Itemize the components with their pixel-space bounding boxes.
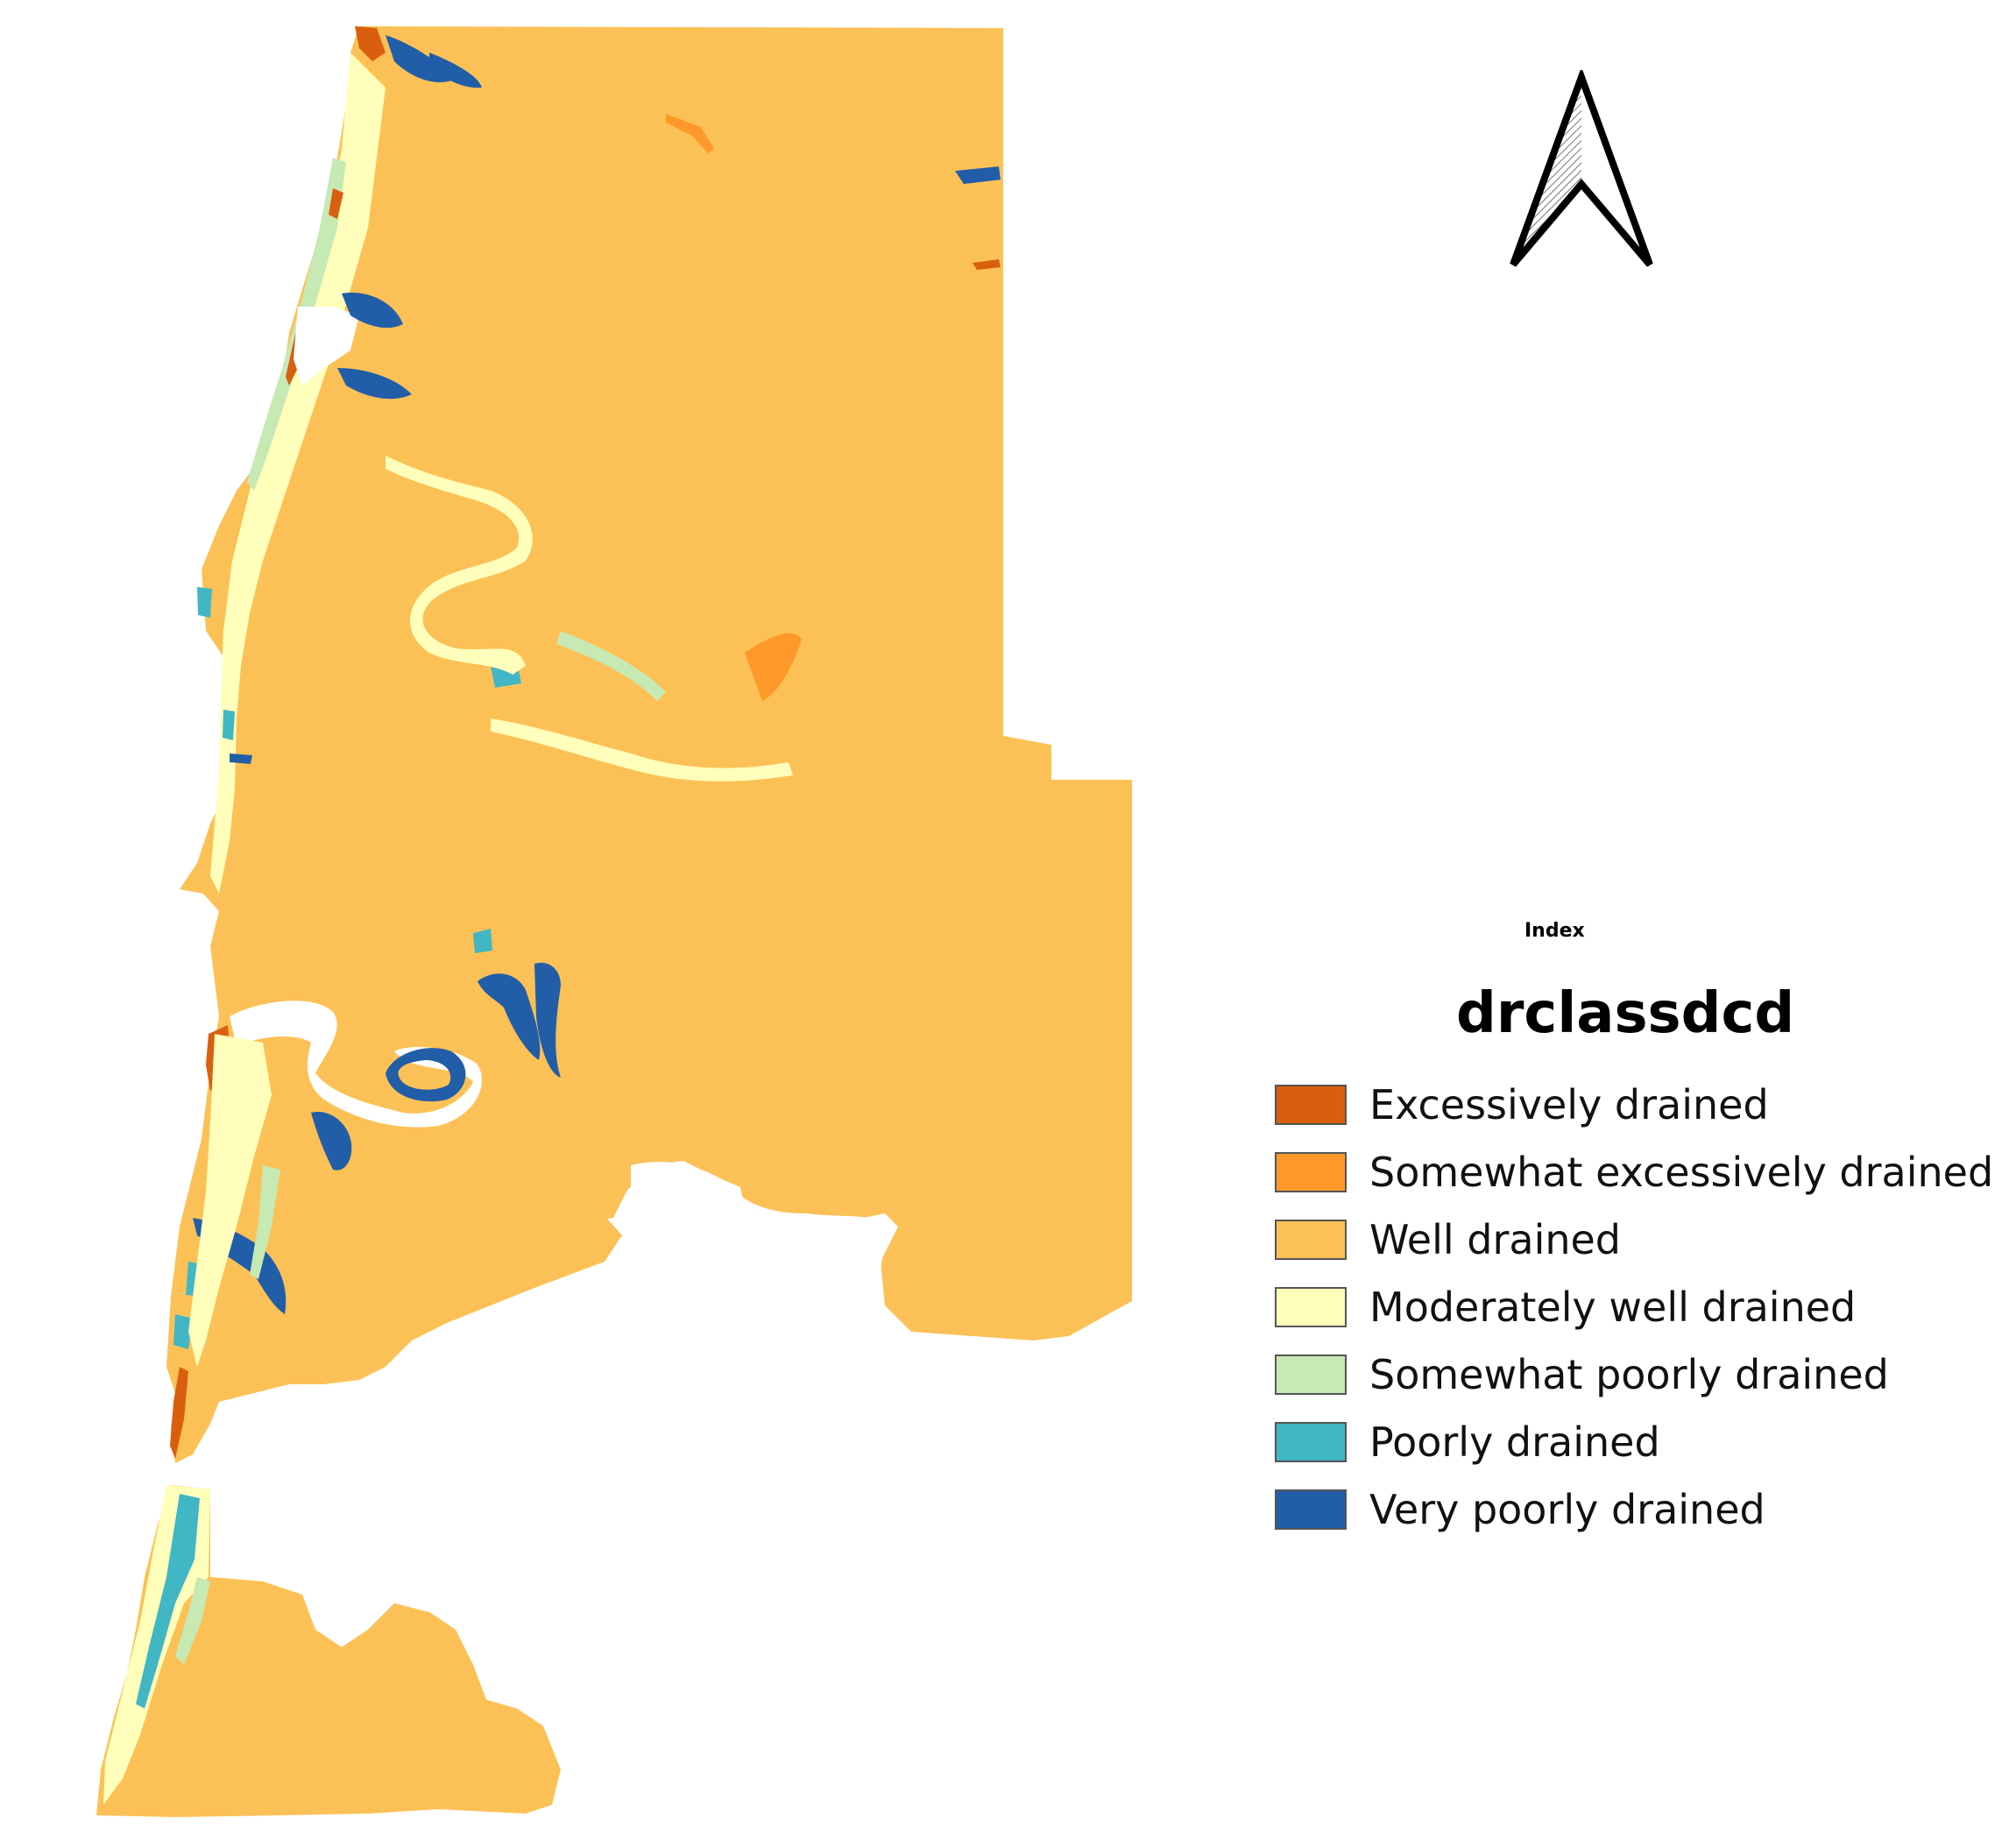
moderate-river-band <box>491 718 793 782</box>
legend-swatch <box>1275 1219 1347 1260</box>
legend-label: Poorly drained <box>1369 1418 1660 1466</box>
excessive-spot-east <box>973 259 1001 270</box>
legend-item: Very poorly drained <box>1275 1475 1993 1543</box>
legend-label: Well drained <box>1369 1215 1622 1263</box>
legend-index-label: Index <box>1524 920 1585 942</box>
poor-river-2 <box>473 929 492 953</box>
legend-item: Well drained <box>1275 1206 1993 1273</box>
legend-label: Very poorly drained <box>1369 1485 1765 1533</box>
very-poor-lower-channel <box>311 1112 352 1171</box>
legend-label: Excessively drained <box>1369 1080 1769 1128</box>
river-upper-white <box>294 307 359 385</box>
legend-label: Moderately well drained <box>1369 1283 1857 1331</box>
legend-label: Somewhat excessively drained <box>1369 1148 1994 1196</box>
very-poor-loop-ring <box>386 1048 466 1102</box>
legend-item: Somewhat excessively drained <box>1275 1138 1993 1206</box>
very-poor-upper-channel <box>477 973 541 1060</box>
southern-coast-poorly <box>136 1494 200 1708</box>
river-estuary-white <box>230 1001 482 1128</box>
southern-polygon <box>96 1485 561 1817</box>
very-poor-estuary-1 <box>342 293 403 329</box>
excessive-spot-coast-1 <box>329 188 343 219</box>
legend-swatch <box>1275 1084 1347 1125</box>
legend-swatch <box>1275 1489 1347 1530</box>
north-arrow-icon <box>1510 70 1653 267</box>
southern-coast-green <box>175 1577 210 1665</box>
legend-label: Somewhat poorly drained <box>1369 1350 1889 1398</box>
very-poor-coast-spot <box>230 753 252 764</box>
very-poor-channel-2 <box>534 962 561 1078</box>
poor-south-2 <box>173 1314 193 1349</box>
legend-swatch <box>1275 1421 1347 1462</box>
legend-swatch <box>1275 1286 1347 1327</box>
legend-swatch <box>1275 1354 1347 1395</box>
legend-item: Somewhat poorly drained <box>1275 1340 1993 1408</box>
legend-title: drclassdcd <box>1456 981 1795 1046</box>
moderate-coast-south <box>188 1034 272 1367</box>
south-bay-white <box>631 1162 894 1309</box>
legend-swatch <box>1275 1151 1347 1192</box>
legend-list: Excessively drained Somewhat excessively … <box>1275 1071 1993 1543</box>
moderate-meander-1 <box>386 456 533 675</box>
very-poor-east-1 <box>955 166 1001 184</box>
legend-item: Moderately well drained <box>1275 1273 1993 1340</box>
excessive-spot-north <box>355 26 386 61</box>
moderate-river-green <box>556 631 666 701</box>
county-polygon <box>166 26 1132 1463</box>
excessive-spot-south <box>170 1367 188 1459</box>
very-poor-estuary-2 <box>337 368 412 400</box>
green-coast-south <box>250 1165 280 1279</box>
somewhat-excessive-1 <box>745 633 802 701</box>
somewhat-excessive-2 <box>666 114 714 153</box>
poor-coast-1 <box>197 587 212 618</box>
legend-item: Poorly drained <box>1275 1408 1993 1475</box>
north-coast-strip <box>210 53 386 894</box>
very-poor-north-2 <box>429 53 482 88</box>
legend-item: Excessively drained <box>1275 1071 1993 1138</box>
poor-coast-2 <box>223 710 235 740</box>
